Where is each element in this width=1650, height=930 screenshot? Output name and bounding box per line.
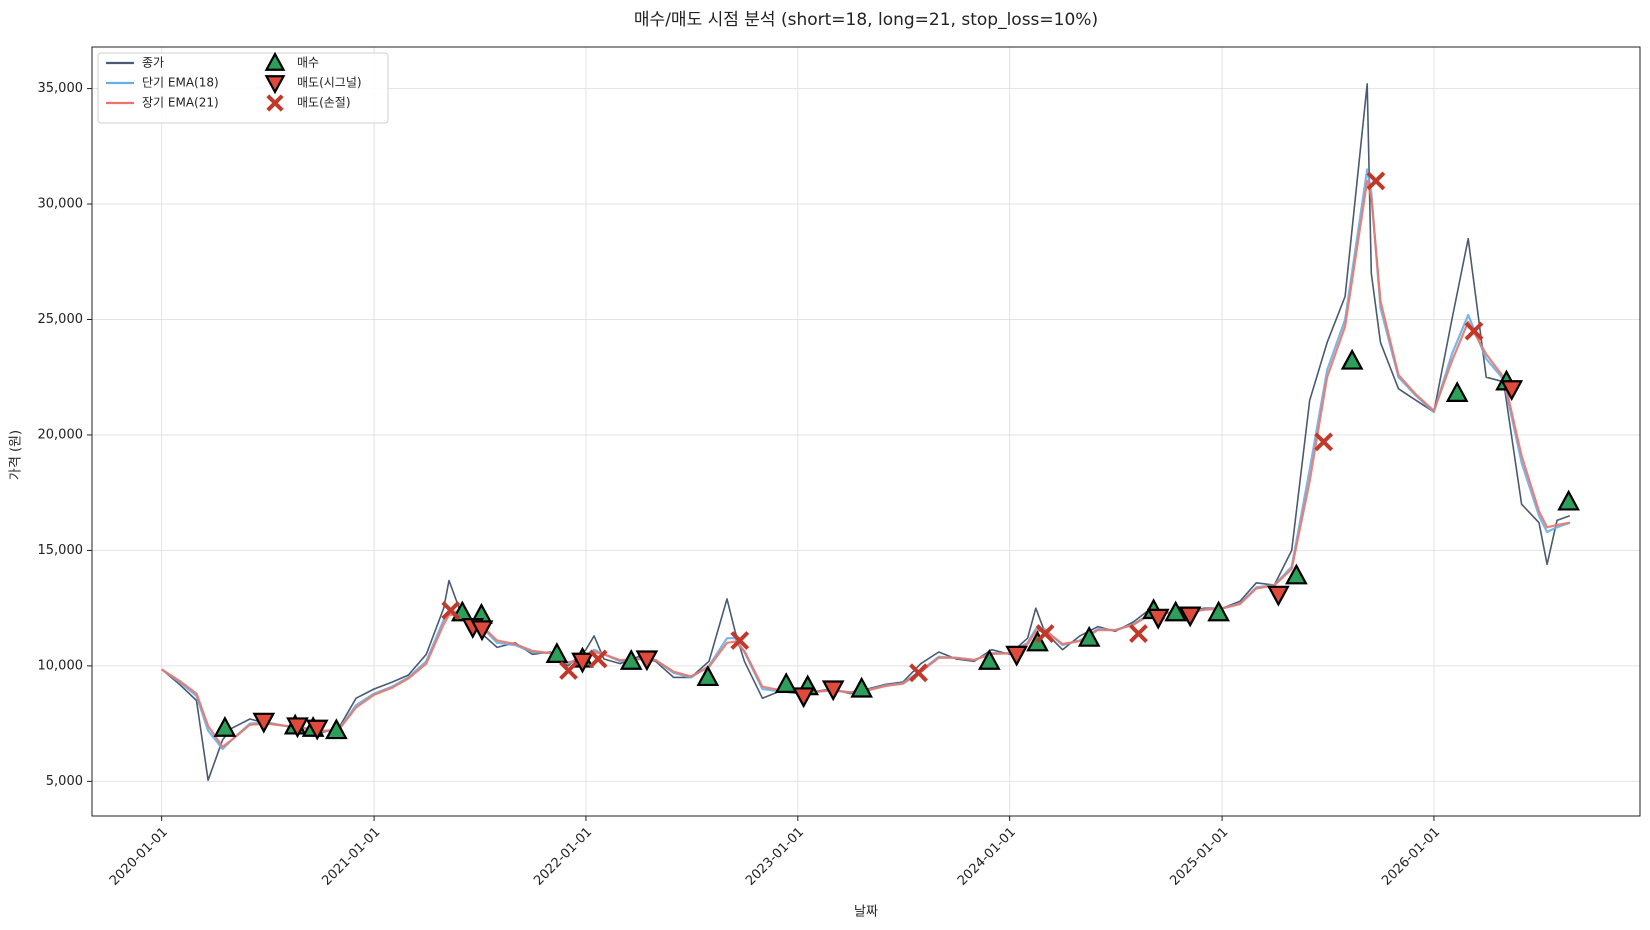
- signal-marker: [1178, 606, 1202, 628]
- signal-marker: [635, 650, 659, 672]
- signal-marker: [470, 620, 494, 642]
- signal-marker: [588, 649, 608, 669]
- signal-marker: [1129, 624, 1148, 643]
- y-tick-label: 5,000: [46, 774, 83, 789]
- signal-marker: [909, 663, 928, 683]
- signal-marker: [1366, 171, 1386, 191]
- legend-label: 종가: [142, 56, 164, 70]
- signal-marker: [1445, 381, 1469, 402]
- signal-marker: [730, 631, 750, 650]
- legend-swatch: [266, 94, 284, 112]
- signal-marker: [571, 652, 594, 674]
- plot-frame: [91, 46, 1641, 817]
- signal-marker: [850, 676, 873, 698]
- y-tick-label: 15,000: [38, 543, 84, 558]
- signal-marker: [696, 665, 720, 687]
- legend-swatch: [264, 51, 286, 71]
- y-tick-label: 30,000: [38, 197, 84, 212]
- signal-marker: [1267, 585, 1290, 607]
- signal-marker: [213, 715, 237, 737]
- signal-marker: [545, 642, 569, 663]
- chart-title: 매수/매도 시점 분석 (short=18, long=21, stop_los…: [634, 10, 1098, 30]
- signal-marker: [821, 680, 845, 702]
- signal-marker: [325, 718, 348, 740]
- y-tick-label: 35,000: [38, 81, 84, 96]
- legend-label: 장기 EMA(21): [142, 96, 219, 110]
- signal-marker: [1557, 489, 1580, 511]
- signal-marker: [286, 717, 309, 739]
- signal-marker: [252, 712, 276, 734]
- signal-marker: [1314, 432, 1334, 452]
- signal-marker: [1285, 563, 1308, 585]
- legend-label: 매수: [297, 56, 319, 70]
- signal-marker: [1500, 380, 1524, 402]
- signal-marker: [1077, 625, 1101, 647]
- y-tick-label: 20,000: [38, 427, 84, 442]
- signal-marker: [559, 661, 578, 680]
- signal-marker: [619, 648, 643, 670]
- y-tick-label: 10,000: [38, 658, 84, 673]
- signal-marker: [1005, 645, 1028, 667]
- legend-label: 매도(시그널): [297, 76, 362, 90]
- signal-marker: [774, 672, 798, 693]
- signal-marker: [305, 719, 329, 741]
- signal-marker: [441, 601, 461, 620]
- signal-marker: [977, 648, 1001, 670]
- y-tick-label: 25,000: [38, 312, 84, 327]
- y-axis-label: 가격 (원): [9, 430, 24, 480]
- legend-swatch: [264, 75, 286, 95]
- legend-label: 단기 EMA(18): [142, 76, 219, 90]
- legend-box: [97, 52, 389, 124]
- signal-marker: [1464, 321, 1484, 341]
- x-axis-label: 날짜: [854, 905, 878, 920]
- signal-marker: [1164, 600, 1188, 622]
- signal-marker: [1035, 624, 1055, 643]
- signal-marker: [1207, 600, 1230, 622]
- legend-label: 매도(손절): [297, 96, 351, 110]
- signal-marker: [1340, 348, 1364, 370]
- signal-marker: [1146, 608, 1170, 630]
- signal-marker: [792, 687, 815, 709]
